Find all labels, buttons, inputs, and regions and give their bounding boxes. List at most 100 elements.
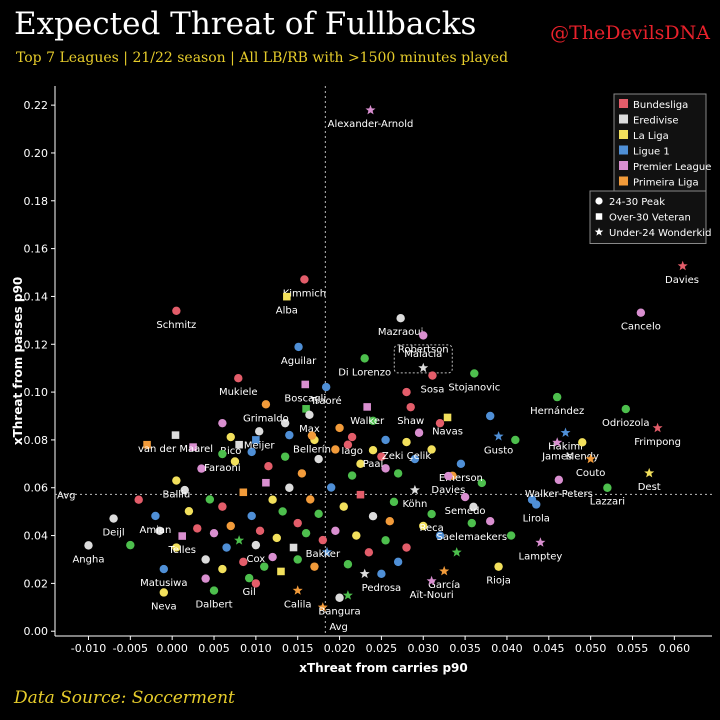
data-point	[126, 540, 135, 550]
point-label: Stojanovic	[448, 382, 500, 393]
y-axis-label: xThreat from passes p90	[11, 277, 25, 445]
data-point	[172, 543, 181, 552]
legend-label: Premier League	[633, 162, 711, 173]
data-point	[285, 430, 294, 440]
data-point	[409, 484, 420, 495]
data-point	[385, 517, 394, 526]
data-point	[469, 502, 478, 512]
point-label: Telles	[167, 545, 195, 556]
x-tick-label: 0.015	[282, 642, 314, 655]
y-tick-label: 0.22	[24, 99, 49, 112]
point-label: Reca	[419, 523, 443, 534]
data-point	[396, 313, 405, 323]
data-point	[470, 369, 479, 378]
legend-label: Bundesliga	[633, 100, 688, 111]
point-label: Sosa	[421, 385, 445, 396]
data-point	[477, 478, 487, 488]
x-tick-label: 0.045	[533, 642, 565, 655]
data-point	[184, 506, 194, 516]
highlight-box	[393, 344, 453, 374]
legend-label: Under-24 Wonderkid	[609, 228, 711, 239]
data-point	[339, 502, 348, 511]
legend-label: Primeira Liga	[633, 178, 699, 189]
point-label: Calila	[284, 600, 312, 611]
data-point	[636, 308, 646, 317]
league-legend-box	[613, 93, 707, 209]
data-point	[331, 445, 340, 454]
point-label: Schmitz	[156, 320, 196, 331]
data-point	[363, 403, 371, 411]
data-point	[426, 575, 437, 586]
data-point	[493, 431, 504, 441]
data-point	[359, 568, 370, 579]
data-point	[307, 431, 317, 440]
data-point	[560, 427, 571, 437]
legend-marker	[595, 197, 603, 205]
point-label: Emerson	[439, 473, 483, 484]
data-point	[143, 440, 151, 449]
data-point	[239, 488, 248, 497]
point-label: Mendy	[566, 451, 599, 462]
data-point	[578, 438, 587, 447]
legend-label: La Liga	[633, 131, 669, 142]
data-point	[306, 495, 315, 504]
point-label: Davies	[665, 275, 699, 286]
data-point	[264, 462, 273, 471]
legend-swatch	[619, 99, 628, 108]
point-label: Lazzari	[590, 497, 625, 508]
data-point	[419, 521, 428, 531]
x-tick-label: 0.050	[575, 642, 607, 655]
point-label: Di Lorenzo	[338, 367, 391, 378]
data-point	[280, 452, 290, 461]
data-point	[506, 531, 516, 540]
data-point	[317, 602, 328, 612]
point-label: Aguilar	[281, 356, 317, 367]
data-point	[428, 371, 437, 380]
data-point	[356, 490, 365, 499]
data-point	[347, 432, 357, 442]
data-point	[585, 453, 596, 464]
x-tick-label: 0.040	[491, 642, 523, 655]
data-point	[352, 531, 361, 540]
point-label: Köhn	[402, 499, 427, 510]
data-point	[381, 464, 390, 473]
data-point	[251, 540, 261, 550]
point-label: Alexander-Arnold	[328, 119, 414, 130]
data-point	[360, 354, 369, 363]
point-label: Pedrosa	[362, 583, 402, 594]
point-label: Walker-Peters	[525, 489, 593, 500]
marker-legend-box	[589, 190, 707, 244]
data-point	[134, 495, 143, 504]
data-point	[368, 511, 378, 521]
data-point	[389, 497, 399, 507]
data-point	[318, 535, 328, 545]
data-point	[244, 573, 254, 583]
legend-label: Eredivise	[633, 116, 679, 127]
data-point	[342, 590, 353, 600]
data-point	[427, 509, 436, 519]
point-label: Mazraoui	[378, 327, 423, 338]
data-point	[406, 402, 415, 412]
point-label: Paal	[363, 459, 384, 470]
data-point	[268, 552, 277, 562]
data-point	[603, 483, 612, 492]
data-point	[172, 306, 181, 315]
point-label: van der Maarel	[138, 444, 213, 455]
data-point	[402, 387, 411, 397]
data-point	[262, 478, 270, 487]
point-label: Balliu	[163, 490, 191, 501]
point-label: Navas	[432, 426, 463, 437]
x-tick-label: 0.020	[324, 642, 356, 655]
data-point	[410, 454, 420, 464]
data-point	[314, 454, 323, 464]
data-point	[218, 564, 227, 574]
data-point	[218, 449, 227, 459]
y-tick-label: 0.10	[24, 386, 49, 399]
data-point	[252, 436, 260, 444]
point-label: Malacia	[404, 349, 442, 360]
point-label: Walker	[350, 416, 385, 427]
data-point	[314, 509, 323, 519]
data-point	[222, 543, 231, 552]
data-point	[552, 392, 562, 402]
data-point	[439, 565, 450, 576]
